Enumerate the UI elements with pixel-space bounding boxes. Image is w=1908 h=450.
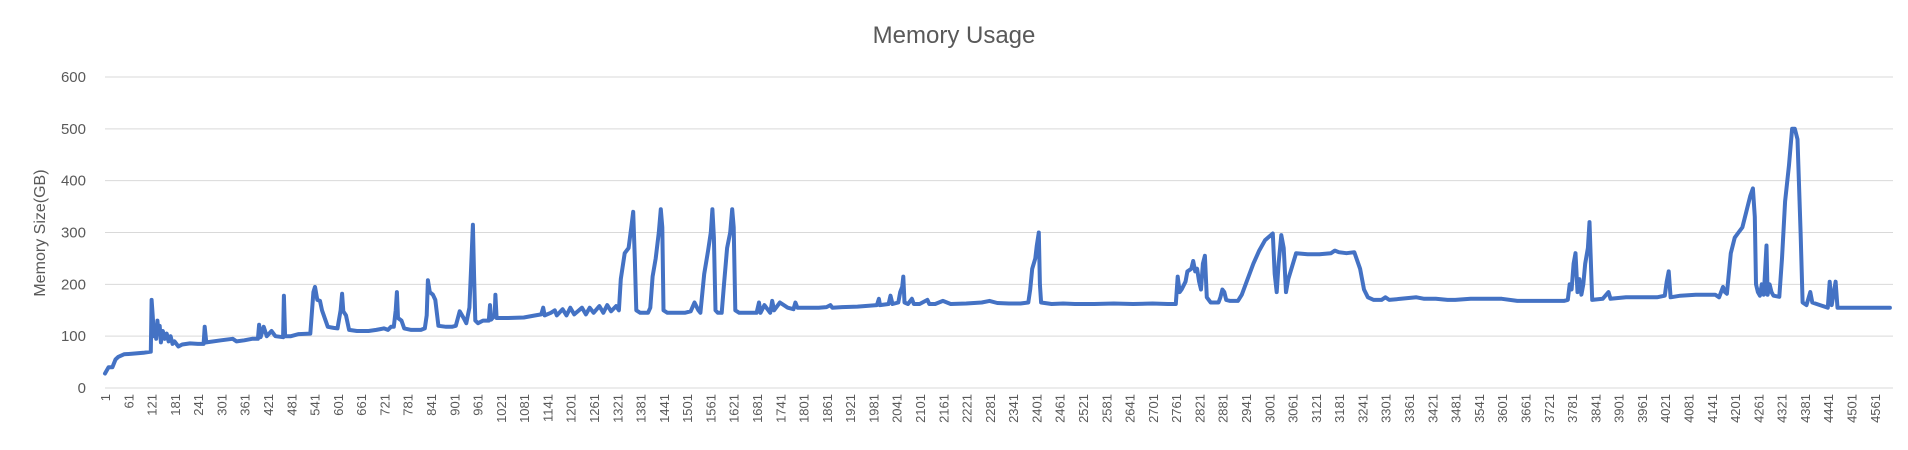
x-tick-label: 2041	[890, 394, 905, 423]
x-tick-label: 1021	[494, 394, 509, 423]
x-tick-label: 2521	[1076, 394, 1091, 423]
x-tick-label: 4081	[1681, 394, 1696, 423]
x-tick-label: 4381	[1798, 394, 1813, 423]
x-tick-label: 2101	[913, 394, 928, 423]
y-tick-label: 500	[61, 121, 86, 138]
x-tick-label: 3301	[1379, 394, 1394, 423]
x-tick-label: 3001	[1262, 394, 1277, 423]
x-tick-label: 1921	[843, 394, 858, 423]
x-tick-label: 1561	[703, 394, 718, 423]
x-tick-label: 3241	[1355, 394, 1370, 423]
x-tick-label: 3841	[1588, 394, 1603, 423]
x-tick-label: 1081	[517, 394, 532, 423]
y-tick-labels: 0 100 200 300 400 500 600	[61, 69, 86, 397]
x-tick-label: 4501	[1844, 394, 1859, 423]
x-tick-label: 901	[447, 394, 462, 416]
x-tick-label: 1201	[564, 394, 579, 423]
x-tick-label: 2761	[1169, 394, 1184, 423]
x-tick-label: 4321	[1775, 394, 1790, 423]
x-tick-label: 3421	[1425, 394, 1440, 423]
x-tick-label: 661	[354, 394, 369, 416]
x-tick-label: 4021	[1658, 394, 1673, 423]
x-tick-label: 2461	[1053, 394, 1068, 423]
y-tick-label: 300	[61, 225, 86, 242]
x-tick-label: 3361	[1402, 394, 1417, 423]
y-tick-label: 200	[61, 276, 86, 293]
x-tick-label: 361	[238, 394, 253, 416]
x-tick-label: 3601	[1495, 394, 1510, 423]
x-tick-label: 721	[377, 394, 392, 416]
y-tick-label: 400	[61, 173, 86, 190]
x-tick-label: 1321	[610, 394, 625, 423]
x-tick-label: 2881	[1216, 394, 1231, 423]
x-tick-label: 541	[308, 394, 323, 416]
x-tick-label: 4261	[1751, 394, 1766, 423]
x-tick-label: 3481	[1449, 394, 1464, 423]
y-tick-label: 600	[61, 69, 86, 86]
x-tick-label: 1261	[587, 394, 602, 423]
x-tick-label: 1501	[680, 394, 695, 423]
x-tick-label: 3781	[1565, 394, 1580, 423]
x-tick-label: 1981	[866, 394, 881, 423]
x-tick-label: 2161	[936, 394, 951, 423]
x-tick-label: 181	[168, 394, 183, 416]
gridlines	[105, 76, 1893, 389]
x-tick-label: 3121	[1309, 394, 1324, 423]
x-tick-label: 841	[424, 394, 439, 416]
x-tick-label: 961	[471, 394, 486, 416]
x-tick-label: 1141	[540, 394, 555, 422]
x-tick-label: 2581	[1099, 394, 1114, 423]
x-tick-label: 3061	[1286, 394, 1301, 423]
x-tick-label: 781	[401, 394, 416, 416]
x-tick-label: 2281	[983, 394, 998, 423]
x-tick-label: 481	[284, 394, 299, 416]
series-line-0	[103, 126, 1892, 376]
x-tick-label: 121	[145, 394, 160, 416]
x-tick-label: 1381	[634, 394, 649, 423]
x-tick-label: 3961	[1635, 394, 1650, 423]
x-tick-label: 3541	[1472, 394, 1487, 423]
chart-title: Memory Usage	[873, 22, 1036, 49]
x-tick-label: 1741	[773, 394, 788, 423]
x-tick-label: 2401	[1029, 394, 1044, 423]
y-tick-label: 0	[78, 380, 86, 397]
x-tick-label: 1681	[750, 394, 765, 423]
x-tick-label: 2701	[1146, 394, 1161, 423]
x-tick-label: 3661	[1518, 394, 1533, 423]
x-tick-label: 2341	[1006, 394, 1021, 423]
x-tick-label: 61	[121, 394, 136, 408]
x-tick-label: 301	[214, 394, 229, 416]
x-tick-label: 601	[331, 394, 346, 416]
x-tick-label: 4441	[1821, 394, 1836, 423]
x-tick-label: 4141	[1705, 394, 1720, 423]
x-tick-label: 1801	[797, 394, 812, 423]
series-group	[103, 126, 1892, 376]
x-tick-label: 2641	[1123, 394, 1138, 423]
x-tick-label: 2221	[960, 394, 975, 423]
x-tick-label: 4201	[1728, 394, 1743, 423]
x-tick-label: 1861	[820, 394, 835, 423]
x-tick-labels: 1 61 121 181 241 301 361 421 481 541 601 661 721 781 8…	[98, 394, 1883, 423]
y-tick-label: 100	[61, 328, 86, 345]
x-tick-label: 3721	[1542, 394, 1557, 423]
x-tick-label: 1441	[657, 394, 672, 423]
x-tick-label: 2821	[1192, 394, 1207, 423]
x-tick-label: 1	[98, 394, 113, 401]
x-tick-label: 2941	[1239, 394, 1254, 423]
x-tick-label: 1621	[727, 394, 742, 423]
x-tick-label: 241	[191, 394, 206, 416]
x-tick-label: 421	[261, 394, 276, 416]
x-tick-label: 3901	[1612, 394, 1627, 423]
x-tick-label: 4561	[1868, 394, 1883, 423]
y-axis-label: Memory Size(GB)	[32, 169, 49, 296]
x-tick-label: 3181	[1332, 394, 1347, 423]
